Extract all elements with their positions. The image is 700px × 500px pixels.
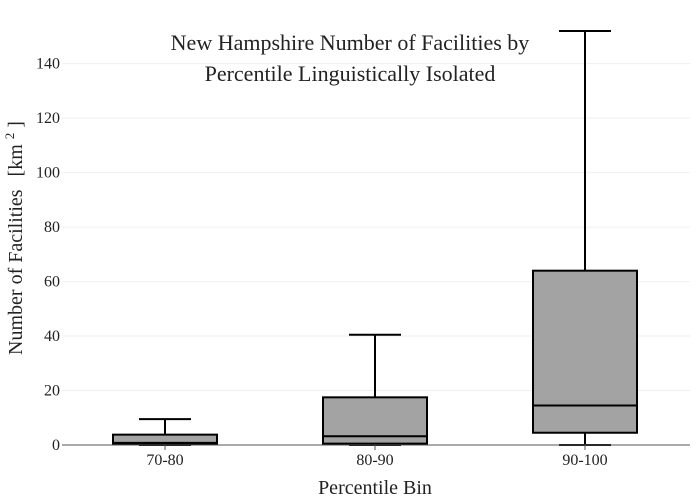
y-tick-label: 120	[36, 110, 60, 127]
box-body	[532, 269, 638, 434]
y-axis-title: Number of Facilities [km 2 ]	[0, 121, 27, 355]
box-series	[112, 30, 638, 446]
y-tick-label: 100	[36, 165, 60, 182]
y-axis-title-unit: [km	[5, 144, 27, 177]
x-axis-title: Percentile Bin	[318, 477, 432, 499]
y-tick-label: 140	[36, 56, 60, 73]
x-tick-label: 80-90	[356, 452, 393, 469]
box-80-90	[322, 333, 428, 446]
x-tick-labels: 70-80 80-90 90-100	[146, 445, 608, 469]
box-body	[112, 433, 218, 446]
y-tick-label: 60	[44, 274, 60, 291]
gridlines	[62, 63, 690, 392]
box-90-100	[532, 30, 638, 446]
y-tick-label: 40	[44, 328, 60, 345]
x-tick-label: 90-100	[562, 452, 607, 469]
box-70-80	[112, 418, 218, 446]
y-tick-labels: 0 20 40 60 80 100 120 140	[36, 56, 60, 454]
y-axis-title-unit-close: ]	[5, 121, 27, 128]
y-axis-title-main: Number of Facilities	[5, 189, 27, 355]
chart-title-line-1: New Hampshire Number of Facilities by	[171, 30, 530, 55]
y-axis-title-unit-exponent: 2	[2, 133, 17, 140]
y-tick-label: 20	[44, 383, 60, 400]
y-tick-label: 0	[52, 437, 60, 454]
y-tick-label: 80	[44, 219, 60, 236]
chart-title-line-2: Percentile Linguistically Isolated	[205, 61, 496, 86]
x-tick-label: 70-80	[146, 452, 183, 469]
